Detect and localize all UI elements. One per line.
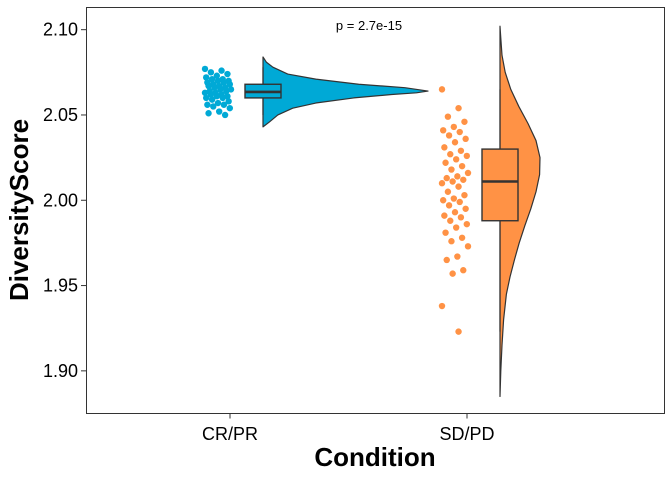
x-axis-title: Condition: [314, 442, 435, 472]
data-point: [451, 139, 459, 146]
data-point: [218, 67, 225, 74]
data-point: [447, 151, 454, 158]
data-point: [201, 89, 209, 96]
data-point: [452, 156, 460, 163]
data-point: [455, 104, 462, 112]
data-point: [444, 113, 452, 120]
data-point: [438, 302, 446, 310]
data-point: [445, 202, 453, 209]
data-point: [455, 183, 462, 190]
data-point: [460, 176, 467, 183]
data-point: [460, 267, 467, 274]
data-point: [464, 243, 472, 250]
data-point: [456, 128, 463, 136]
data-point: [223, 87, 230, 95]
data-point: [461, 191, 468, 199]
y-axis: 1.90 1.95 2.00 2.05 2.10: [43, 20, 86, 381]
data-point: [226, 81, 234, 88]
data-point: [458, 162, 466, 170]
data-point: [438, 180, 446, 187]
y-tick-label: 2.10: [43, 20, 78, 40]
points-layer: [201, 65, 472, 335]
data-point: [463, 220, 471, 228]
data-point: [463, 152, 471, 160]
data-point: [442, 229, 449, 236]
data-point: [442, 159, 449, 166]
data-point: [457, 147, 465, 154]
data-point: [454, 173, 461, 180]
data-point: [455, 328, 462, 335]
data-point: [454, 253, 461, 260]
y-tick-label: 1.90: [43, 361, 78, 381]
p-value-annotation: p = 2.7e-15: [336, 18, 402, 33]
density-cloud: [499, 25, 541, 398]
data-point: [443, 174, 450, 182]
data-point: [211, 84, 218, 91]
data-point: [449, 178, 456, 185]
data-point: [441, 212, 448, 219]
data-point: [221, 111, 229, 119]
data-point: [450, 123, 458, 131]
data-point: [449, 270, 456, 277]
data-point: [441, 144, 448, 151]
density-layer: [262, 25, 541, 398]
data-point: [457, 214, 465, 221]
data-point: [438, 86, 446, 93]
data-point: [214, 99, 222, 107]
data-point: [439, 127, 447, 134]
data-point: [215, 108, 223, 115]
data-point: [225, 98, 232, 105]
data-point: [461, 118, 468, 125]
data-point: [448, 238, 455, 245]
data-point: [224, 70, 231, 78]
data-point: [213, 93, 221, 100]
data-point: [452, 224, 460, 231]
x-tick-label: CR/PR: [202, 424, 258, 444]
data-point: [456, 198, 463, 206]
data-point: [462, 205, 469, 212]
data-point: [226, 104, 234, 112]
data-point: [205, 82, 212, 90]
data-point: [439, 197, 447, 204]
data-point: [204, 101, 211, 108]
data-point: [464, 169, 472, 177]
data-point: [208, 96, 216, 103]
data-point: [202, 74, 210, 81]
y-axis-title: DiversityScore: [4, 119, 34, 301]
data-point: [208, 75, 216, 83]
data-point: [220, 101, 228, 108]
density-cloud: [262, 56, 429, 128]
data-point: [201, 65, 209, 73]
data-point: [220, 79, 228, 86]
data-point: [202, 94, 210, 102]
data-point: [217, 86, 224, 93]
data-point: [444, 188, 452, 195]
y-tick-label: 2.05: [43, 105, 78, 125]
x-axis: CR/PR SD/PD: [202, 413, 495, 444]
data-point: [214, 77, 222, 85]
data-point: [458, 234, 466, 241]
data-point: [219, 94, 226, 102]
data-point: [445, 132, 453, 139]
y-tick-label: 2.00: [43, 190, 78, 210]
data-point: [213, 72, 221, 79]
data-point: [451, 209, 459, 216]
box-iqr: [481, 148, 519, 222]
boxplot-layer: [244, 67, 519, 332]
y-tick-label: 1.95: [43, 276, 78, 296]
x-tick-label: SD/PD: [439, 424, 494, 444]
data-point: [207, 69, 215, 76]
data-point: [450, 195, 458, 202]
data-point: [210, 103, 217, 110]
data-point: [205, 110, 212, 117]
data-point: [447, 217, 454, 224]
data-point: [207, 91, 215, 98]
plot-panel-border: [86, 7, 665, 414]
data-point: [443, 256, 450, 264]
data-point: [448, 166, 455, 173]
data-point: [462, 135, 469, 143]
